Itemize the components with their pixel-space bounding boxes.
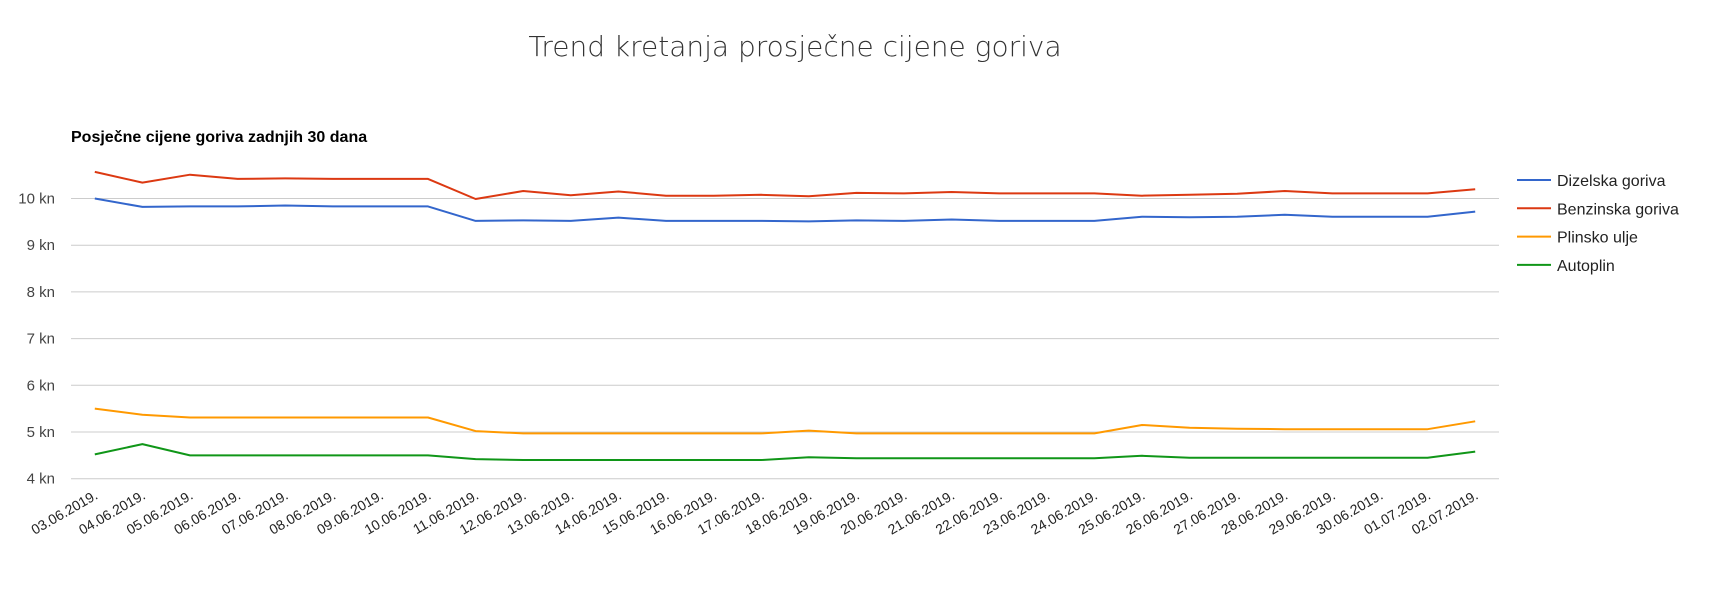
- legend-item[interactable]: Dizelska goriva: [1517, 173, 1666, 190]
- legend-item[interactable]: Plinsko ulje: [1517, 230, 1638, 247]
- plot-area[interactable]: [94, 170, 1476, 461]
- legend-label: Dizelska goriva: [1557, 173, 1666, 190]
- legend-label: Benzinska goriva: [1557, 201, 1679, 218]
- series-line-3[interactable]: [94, 443, 1476, 461]
- legend-label: Plinsko ulje: [1557, 230, 1638, 247]
- legend[interactable]: Dizelska goriva Benzinska goriva Plinsko u…: [1517, 173, 1679, 275]
- y-axis-labels: 4 kn 5 kn 6 kn 7 kn 8 kn 9 kn 10 kn: [18, 191, 55, 488]
- chart-subtitle: Posječne cijene goriva zadnjih 30 dana: [71, 129, 367, 146]
- y-tick-label: 4 kn: [27, 471, 55, 488]
- page-title: Trend kretanja prosječne cijene goriva: [528, 30, 1062, 63]
- y-tick-label: 6 kn: [27, 377, 55, 394]
- y-tick-label: 8 kn: [27, 284, 55, 301]
- y-tick-label: 9 kn: [27, 237, 55, 254]
- y-tick-label: 7 kn: [27, 331, 55, 348]
- legend-item[interactable]: Benzinska goriva: [1517, 201, 1679, 218]
- legend-item[interactable]: Autoplin: [1517, 258, 1615, 275]
- gridlines: [71, 198, 1499, 480]
- y-tick-label: 10 kn: [18, 191, 55, 208]
- series-line-2[interactable]: [94, 407, 1476, 435]
- x-axis-labels: 03.06.2019.04.06.2019.05.06.2019.06.06.2…: [28, 487, 1480, 538]
- series-line-1[interactable]: [94, 170, 1476, 200]
- legend-label: Autoplin: [1557, 258, 1615, 275]
- y-tick-label: 5 kn: [27, 424, 55, 441]
- series-line-0[interactable]: [94, 197, 1476, 223]
